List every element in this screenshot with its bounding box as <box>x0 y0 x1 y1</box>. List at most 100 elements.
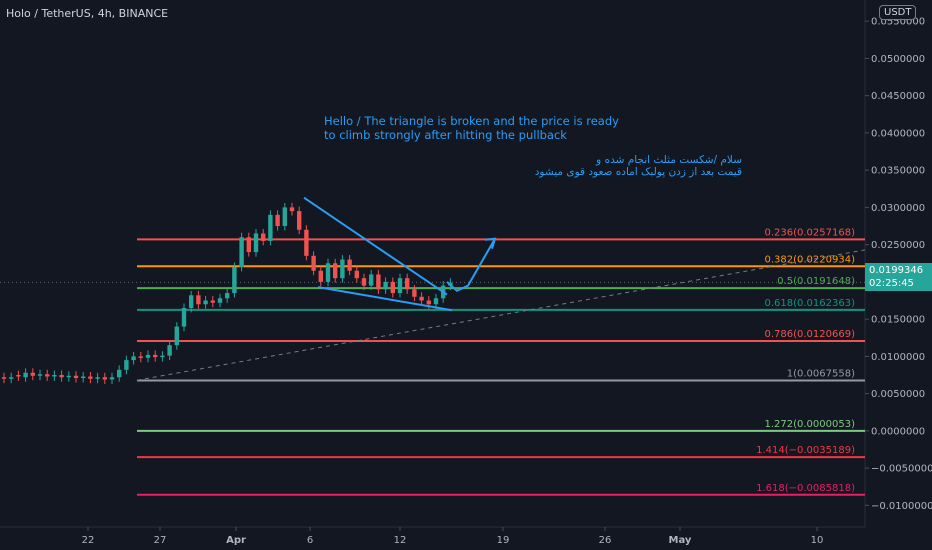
candle-body <box>225 293 230 299</box>
trend-line <box>136 249 866 381</box>
candle-body <box>59 375 64 378</box>
last-price-value: 0.0199346 <box>869 265 924 276</box>
candle-body <box>304 229 309 256</box>
candle-body <box>45 374 50 377</box>
candle-body <box>354 270 359 279</box>
candle-body <box>397 278 403 294</box>
candle-body <box>390 281 395 294</box>
candle-body <box>196 295 201 305</box>
candle-body <box>95 377 100 379</box>
persian-note: سلام /شکست مثلث انجام شده و قیمت بعد از … <box>522 154 742 178</box>
price-tick-label: 0.0150000 <box>871 315 925 326</box>
time-tick-label: 19 <box>497 535 510 546</box>
price-tick-label: 0.0050000 <box>871 389 925 400</box>
persian-note-line-1: سلام /شکست مثلث انجام شده و <box>596 154 742 166</box>
projection-arrowhead <box>484 237 497 249</box>
candle-body <box>109 377 115 380</box>
price-tick-label: 0.0000000 <box>871 426 925 437</box>
candle-body <box>383 281 388 290</box>
fib-level-label: 0.618(0.0162363) <box>764 298 855 309</box>
candle-body <box>333 263 338 279</box>
projection-arrow <box>446 238 496 293</box>
time-tick-label: 27 <box>154 535 167 546</box>
candle-body <box>412 289 417 297</box>
english-note: Hello / The triangle is broken and the p… <box>324 114 619 142</box>
price-tick-label: 0.0400000 <box>871 128 925 139</box>
candle-body <box>30 372 35 376</box>
countdown-timer: 02:25:45 <box>869 278 914 289</box>
time-tick-label: 22 <box>82 535 95 546</box>
candle-body <box>232 267 237 294</box>
symbol-title[interactable]: Holo / TetherUS, 4h, BINANCE <box>6 7 169 20</box>
candle-body <box>167 345 172 356</box>
candle-body <box>253 233 259 253</box>
candle-body <box>131 356 136 361</box>
candle-body <box>347 259 352 271</box>
candle-body <box>81 376 86 378</box>
price-tick-label: 0.0450000 <box>871 91 925 102</box>
candle-body <box>433 298 439 305</box>
time-tick-label: 26 <box>599 535 612 546</box>
fib-level-label: 0.786(0.0120669) <box>764 329 855 340</box>
candle-body <box>117 369 122 378</box>
candle-body <box>23 372 28 378</box>
price-tick-label: 0.0500000 <box>871 54 925 65</box>
price-tick-label: 0.0550000 <box>871 17 925 28</box>
time-tick-label: 12 <box>394 535 407 546</box>
fib-level-label: 1(0.0067558) <box>787 369 855 380</box>
candle-body <box>9 377 14 379</box>
fib-level-label: 1.618(−0.0085818) <box>756 483 855 494</box>
price-tick-label: 0.0250000 <box>871 240 925 251</box>
candle-body <box>239 237 244 267</box>
candle-body <box>246 237 251 253</box>
candle-body <box>361 278 367 286</box>
candle-body <box>88 376 93 379</box>
candle-body <box>174 326 179 346</box>
candle-body <box>138 356 143 358</box>
triangle-upper-line <box>303 196 448 296</box>
candle-body <box>318 270 323 282</box>
time-tick-label: 10 <box>811 535 824 546</box>
price-tick-label: −0.0050000 <box>871 464 932 475</box>
candle-body <box>289 207 295 212</box>
fib-level-label: 0.5(0.0191648) <box>777 276 855 287</box>
candle-body <box>181 307 187 327</box>
candle-body <box>376 274 381 290</box>
candle-body <box>16 375 21 377</box>
candle-body <box>217 298 223 303</box>
candle-body <box>369 274 374 286</box>
fib-level-label: 0.236(0.0257168) <box>764 227 855 238</box>
candle-body <box>73 375 79 378</box>
time-tick-label: Apr <box>226 535 246 546</box>
fib-level-label: 1.414(−0.0035189) <box>756 445 855 456</box>
time-tick-label: May <box>669 535 692 546</box>
persian-note-line-2: قیمت بعد از زدن پولبک اماده صعود قوی میش… <box>534 166 742 178</box>
candle-body <box>275 214 280 227</box>
candle-body <box>311 255 316 271</box>
last-price-label: 0.0199346 02:25:45 <box>865 263 932 291</box>
candle-body <box>325 263 331 282</box>
candle-body <box>160 355 165 358</box>
candle-body <box>405 278 410 290</box>
candle-body <box>203 300 208 305</box>
candle-body <box>268 214 273 241</box>
price-tick-label: 0.0300000 <box>871 203 925 214</box>
candle-body <box>153 354 158 358</box>
candle-body <box>261 233 266 241</box>
candle-body <box>52 375 57 377</box>
candle-body <box>282 207 287 227</box>
price-tick-label: −0.0100000 <box>871 501 932 512</box>
currency-badge[interactable]: USDT <box>879 5 917 20</box>
triangle-lower-line <box>317 286 453 312</box>
candle-body <box>37 374 43 376</box>
fib-level-label: 1.272(0.0000053) <box>764 419 855 430</box>
candle-body <box>102 377 107 380</box>
candle-body <box>297 211 302 230</box>
candle-body <box>340 259 345 279</box>
candle-body <box>1 377 7 379</box>
price-tick-label: 0.0350000 <box>871 166 925 177</box>
price-tick-label: 0.0100000 <box>871 352 925 363</box>
candle-body <box>145 354 151 358</box>
time-tick-label: 6 <box>307 535 313 546</box>
